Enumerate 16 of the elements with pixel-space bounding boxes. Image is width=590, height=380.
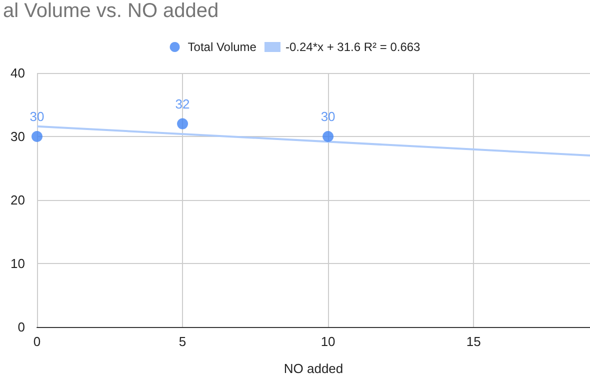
x-axis-title: NO added — [284, 361, 344, 376]
legend-label: Total Volume — [188, 40, 257, 54]
chart-title: al Volume vs. NO added — [3, 0, 219, 22]
data-label: 30 — [30, 109, 44, 124]
y-tick-label: 10 — [10, 256, 25, 271]
data-label: 30 — [320, 109, 336, 124]
x-tick-label: 0 — [33, 334, 41, 349]
legend-label: -0.24*x + 31.6 R² = 0.663 — [285, 40, 421, 54]
y-tick-label: 0 — [18, 320, 25, 334]
x-tick-label: 10 — [320, 334, 336, 349]
y-tick-label: 30 — [10, 129, 25, 144]
y-tick-label: 40 — [10, 66, 25, 80]
data-label: 32 — [175, 96, 190, 112]
x-tick-label: 5 — [178, 334, 186, 349]
y-tick-label: 20 — [10, 192, 25, 208]
x-tick-label: 15 — [466, 334, 481, 349]
